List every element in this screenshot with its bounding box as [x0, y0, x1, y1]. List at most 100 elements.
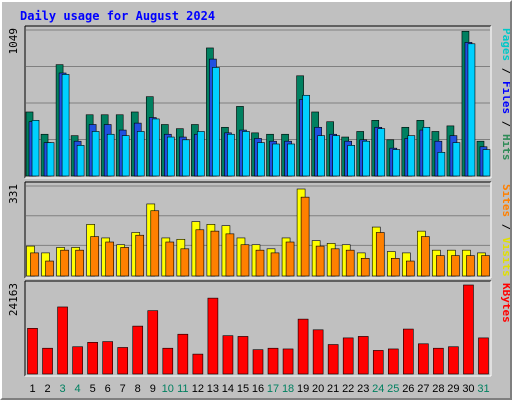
bar-pages-day-31: [482, 149, 491, 177]
panel-kbytes: 24163 KBytes: [7, 280, 512, 377]
day-label-2: 2: [44, 383, 50, 395]
bar-pages-day-28: [437, 152, 446, 177]
bar-pages-day-26: [407, 135, 416, 177]
bar-kbytes-day-20: [312, 329, 324, 375]
bar-pages-day-17: [272, 143, 280, 177]
bar-sites-day-1: [30, 252, 39, 277]
bar-sites-day-10: [165, 241, 175, 277]
legend-part: Sites: [500, 184, 512, 217]
bar-kbytes-day-30: [463, 284, 474, 375]
bar-pages-day-14: [227, 133, 235, 177]
bar-pages-day-24: [377, 128, 386, 177]
bar-pages-day-21: [332, 135, 340, 177]
bar-pages-day-9: [151, 118, 160, 177]
day-label-12: 12: [192, 383, 204, 395]
bar-kbytes-day-27: [418, 343, 429, 375]
bar-kbytes-day-1: [27, 328, 38, 375]
day-label-10: 10: [162, 383, 174, 395]
day-label-15: 15: [237, 383, 249, 395]
chart-title: Daily usage for August 2024: [20, 9, 215, 23]
bar-kbytes-day-10: [162, 347, 174, 375]
legend-hits: Pages / Files / Hits: [500, 28, 512, 161]
bar-sites-day-19: [300, 196, 310, 277]
bar-pages-day-6: [106, 133, 115, 177]
day-label-1: 1: [29, 383, 35, 395]
day-label-8: 8: [135, 383, 141, 395]
day-label-11: 11: [177, 383, 188, 395]
legend-part: /: [500, 114, 512, 134]
panel-hits: 1049 Pages / Files / Hits: [7, 25, 512, 179]
bar-kbytes-day-18: [282, 348, 294, 375]
bar-sites-day-8: [135, 234, 145, 277]
day-label-27: 27: [417, 383, 429, 395]
bar-sites-day-14: [225, 233, 235, 277]
bar-sites-day-4: [75, 249, 84, 277]
bar-sites-day-9: [150, 210, 160, 277]
bar-sites-day-22: [345, 249, 355, 277]
bar-kbytes-day-9: [147, 310, 159, 375]
legend-visits: Sites / Visits: [500, 184, 512, 277]
bar-pages-day-13: [212, 67, 220, 177]
bar-sites-day-24: [375, 232, 385, 277]
legend-part: Files: [500, 81, 512, 114]
bar-sites-day-23: [360, 258, 370, 277]
legend-kbytes: KBytes: [500, 283, 512, 323]
bar-pages-day-22: [347, 145, 355, 177]
legend-part: /: [500, 217, 512, 237]
legend-part: /: [500, 61, 512, 81]
day-label-30: 30: [462, 383, 474, 395]
day-label-17: 17: [267, 383, 279, 395]
day-label-16: 16: [252, 383, 264, 395]
day-label-21: 21: [327, 383, 339, 395]
bar-pages-day-30: [467, 43, 476, 177]
bar-kbytes-day-14: [222, 335, 234, 375]
bar-kbytes-day-17: [267, 347, 279, 375]
bar-pages-day-11: [182, 139, 190, 177]
bar-sites-day-28: [436, 255, 445, 277]
bar-sites-day-18: [285, 241, 295, 277]
bar-kbytes-day-16: [252, 349, 264, 375]
day-label-7: 7: [120, 383, 126, 395]
bar-pages-day-27: [422, 126, 431, 177]
bar-pages-day-10: [167, 136, 175, 177]
bar-kbytes-day-22: [342, 337, 354, 375]
bar-kbytes-day-4: [72, 346, 83, 375]
bar-pages-day-2: [46, 142, 55, 177]
day-label-14: 14: [222, 383, 234, 395]
bar-sites-day-6: [105, 241, 114, 277]
bar-sites-day-25: [390, 258, 400, 277]
day-label-3: 3: [60, 383, 66, 395]
legend-part: Hits: [500, 134, 512, 161]
bar-pages-day-23: [362, 140, 371, 177]
bar-kbytes-day-24: [372, 350, 384, 375]
ymax-label: 24163: [7, 283, 20, 316]
bar-sites-day-29: [451, 255, 460, 277]
day-label-22: 22: [342, 383, 354, 395]
day-label-29: 29: [447, 383, 459, 395]
bar-kbytes-day-21: [327, 344, 339, 375]
bar-sites-day-11: [180, 248, 190, 277]
day-label-4: 4: [75, 383, 81, 395]
bar-pages-day-8: [136, 131, 145, 177]
bar-pages-day-4: [76, 145, 85, 177]
day-label-18: 18: [282, 383, 294, 395]
bar-sites-day-26: [406, 260, 415, 277]
bar-sites-day-5: [90, 236, 99, 277]
legend-part: KBytes: [500, 283, 512, 323]
day-label-6: 6: [105, 383, 111, 395]
day-label-5: 5: [90, 383, 96, 395]
bar-sites-day-7: [120, 247, 130, 277]
bar-kbytes-day-29: [448, 346, 459, 375]
legend-part: Visits: [500, 237, 512, 277]
bar-kbytes-day-25: [387, 348, 399, 375]
bar-kbytes-day-19: [297, 318, 309, 375]
bar-sites-day-21: [330, 248, 340, 277]
bar-kbytes-day-3: [57, 306, 68, 375]
bar-pages-day-5: [91, 131, 100, 177]
day-label-13: 13: [207, 383, 219, 395]
bar-sites-day-13: [210, 230, 220, 277]
ymax-label: 1049: [7, 28, 20, 55]
bar-kbytes-day-15: [237, 336, 249, 375]
bar-pages-day-25: [392, 149, 401, 177]
